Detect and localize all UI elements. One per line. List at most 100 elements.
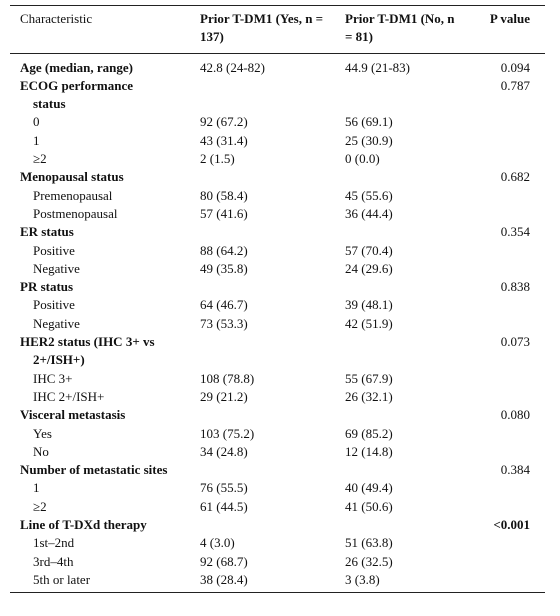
cell-prior-yes: 29 (21.2) — [200, 388, 248, 404]
cell-p-value: 0.384 — [500, 462, 530, 478]
item-row: 3rd–4th 92 (68.7) 26 (32.5) — [10, 553, 545, 571]
row-label: Negative — [33, 260, 80, 276]
group-row: HER2 status (IHC 3+ vs 2+/ISH+) 0.073 — [10, 333, 545, 370]
cell-p-value: 0.682 — [500, 169, 530, 185]
cell-p-value — [470, 388, 545, 406]
item-row: IHC 2+/ISH+ 29 (21.2) 26 (32.1) — [10, 388, 545, 406]
cell-prior-no: 0 (0.0) — [345, 151, 380, 167]
cell-prior-no — [345, 516, 470, 534]
cell-p-value — [470, 570, 545, 594]
row-label: ≥2 — [33, 151, 47, 167]
cell-prior-no: 3 (3.8) — [345, 570, 470, 594]
cell-prior-yes — [200, 406, 345, 424]
cell-p-value — [470, 187, 545, 205]
cell-p-value — [470, 370, 545, 388]
row-label: Positive — [33, 242, 75, 258]
row-label: 1st–2nd — [33, 535, 75, 551]
row-label: Premenopausal — [33, 187, 113, 203]
cell-prior-yes — [200, 333, 345, 370]
cell-prior-no: 69 (85.2) — [345, 425, 393, 441]
group-row: Number of metastatic sites 0.384 — [10, 461, 545, 479]
cell-prior-yes — [200, 168, 345, 186]
cell-prior-no: 26 (32.5) — [345, 553, 393, 569]
cell-prior-no: 42 (51.9) — [345, 315, 393, 331]
cell-prior-no: 24 (29.6) — [345, 260, 393, 276]
cell-prior-no: 36 (44.4) — [345, 205, 393, 221]
item-row: Positive 64 (46.7) 39 (48.1) — [10, 296, 545, 314]
cell-prior-no: 39 (48.1) — [345, 297, 393, 313]
cell-p-value — [470, 315, 545, 333]
row-label: No — [33, 443, 49, 459]
row-label: PR status — [20, 279, 74, 295]
row-label: Line of T-DXd therapy — [20, 517, 147, 533]
cell-prior-yes: 49 (35.8) — [200, 260, 248, 276]
cell-prior-yes: 103 (75.2) — [200, 425, 255, 441]
cell-prior-yes — [200, 278, 345, 296]
row-label: IHC 3+ — [33, 370, 73, 386]
table-body: Age (median, range) 42.8 (24-82) 44.9 (21-… — [10, 53, 545, 594]
row-label: ECOG performance status — [20, 77, 134, 112]
group-row: PR status 0.838 — [10, 278, 545, 296]
cell-prior-yes: 4 (3.0) — [200, 535, 235, 551]
row-label: HER2 status (IHC 3+ vs 2+/ISH+) — [20, 334, 155, 368]
cell-prior-yes: 61 (44.5) — [200, 498, 248, 514]
cell-prior-no: 57 (70.4) — [345, 242, 393, 258]
row-label: Negative — [33, 315, 80, 331]
cell-prior-no: 51 (63.8) — [345, 535, 393, 551]
group-row: ECOG performance status 0.787 — [10, 77, 545, 114]
header-cell: P value — [470, 5, 545, 54]
item-row: No 34 (24.8) 12 (14.8) — [10, 443, 545, 461]
cell-prior-yes: 92 (67.2) — [200, 114, 248, 130]
item-row: Negative 49 (35.8) 24 (29.6) — [10, 260, 545, 278]
item-row: ≥2 2 (1.5) 0 (0.0) — [10, 150, 545, 168]
cell-prior-yes: 80 (58.4) — [200, 187, 248, 203]
cell-prior-yes: 43 (31.4) — [200, 132, 248, 148]
cell-p-value — [470, 479, 545, 497]
item-row: 1 43 (31.4) 25 (30.9) — [10, 132, 545, 150]
cell-prior-yes — [200, 223, 345, 241]
cell-p-value: 0.838 — [500, 279, 530, 295]
cell-prior-no: 56 (69.1) — [345, 114, 393, 130]
cell-prior-no: 26 (32.1) — [345, 388, 393, 404]
cell-prior-no — [345, 406, 470, 424]
cell-prior-no — [345, 461, 470, 479]
cell-p-value — [470, 443, 545, 461]
cell-p-value — [470, 553, 545, 571]
cell-prior-no: 55 (67.9) — [345, 370, 393, 386]
cell-prior-no — [345, 278, 470, 296]
row-label: 3rd–4th — [33, 553, 74, 569]
cell-prior-yes: 88 (64.2) — [200, 242, 248, 258]
cell-p-value: 0.073 — [500, 334, 530, 350]
cell-prior-no: 40 (49.4) — [345, 480, 393, 496]
cell-p-value — [470, 534, 545, 552]
cell-prior-yes: 38 (28.4) — [200, 570, 345, 594]
table-header: Characteristic Prior T-DM1 (Yes, n = 137… — [10, 5, 545, 54]
row-label: 1 — [33, 480, 40, 496]
cell-p-value — [470, 242, 545, 260]
cell-prior-yes: 73 (53.3) — [200, 315, 248, 331]
row-label: Number of metastatic sites — [20, 462, 168, 478]
header-cell: Prior T-DM1 (Yes, n = 137) — [200, 5, 345, 54]
cell-prior-no: 25 (30.9) — [345, 132, 393, 148]
cell-prior-no — [345, 223, 470, 241]
item-row: Yes 103 (75.2) 69 (85.2) — [10, 425, 545, 443]
cell-prior-yes: 108 (78.8) — [200, 370, 255, 386]
row-label: Menopausal status — [20, 169, 124, 185]
item-row: 1 76 (55.5) 40 (49.4) — [10, 479, 545, 497]
cell-prior-no — [345, 168, 470, 186]
group-row: Menopausal status 0.682 — [10, 168, 545, 186]
header-cell: Prior T-DM1 (No, n = 81) — [345, 5, 470, 54]
item-row: Positive 88 (64.2) 57 (70.4) — [10, 242, 545, 260]
cell-p-value: <0.001 — [493, 517, 530, 533]
item-row: Postmenopausal 57 (41.6) 36 (44.4) — [10, 205, 545, 223]
row-label: 5th or later — [10, 570, 200, 594]
group-row: ER status 0.354 — [10, 223, 545, 241]
item-row: Negative 73 (53.3) 42 (51.9) — [10, 315, 545, 333]
row-label: 0 — [33, 114, 40, 130]
cell-prior-no — [345, 77, 470, 114]
header-row: Characteristic Prior T-DM1 (Yes, n = 137… — [10, 5, 545, 54]
group-row: Visceral metastasis 0.080 — [10, 406, 545, 424]
header-cell: Characteristic — [10, 5, 200, 54]
item-row: Premenopausal 80 (58.4) 45 (55.6) — [10, 187, 545, 205]
